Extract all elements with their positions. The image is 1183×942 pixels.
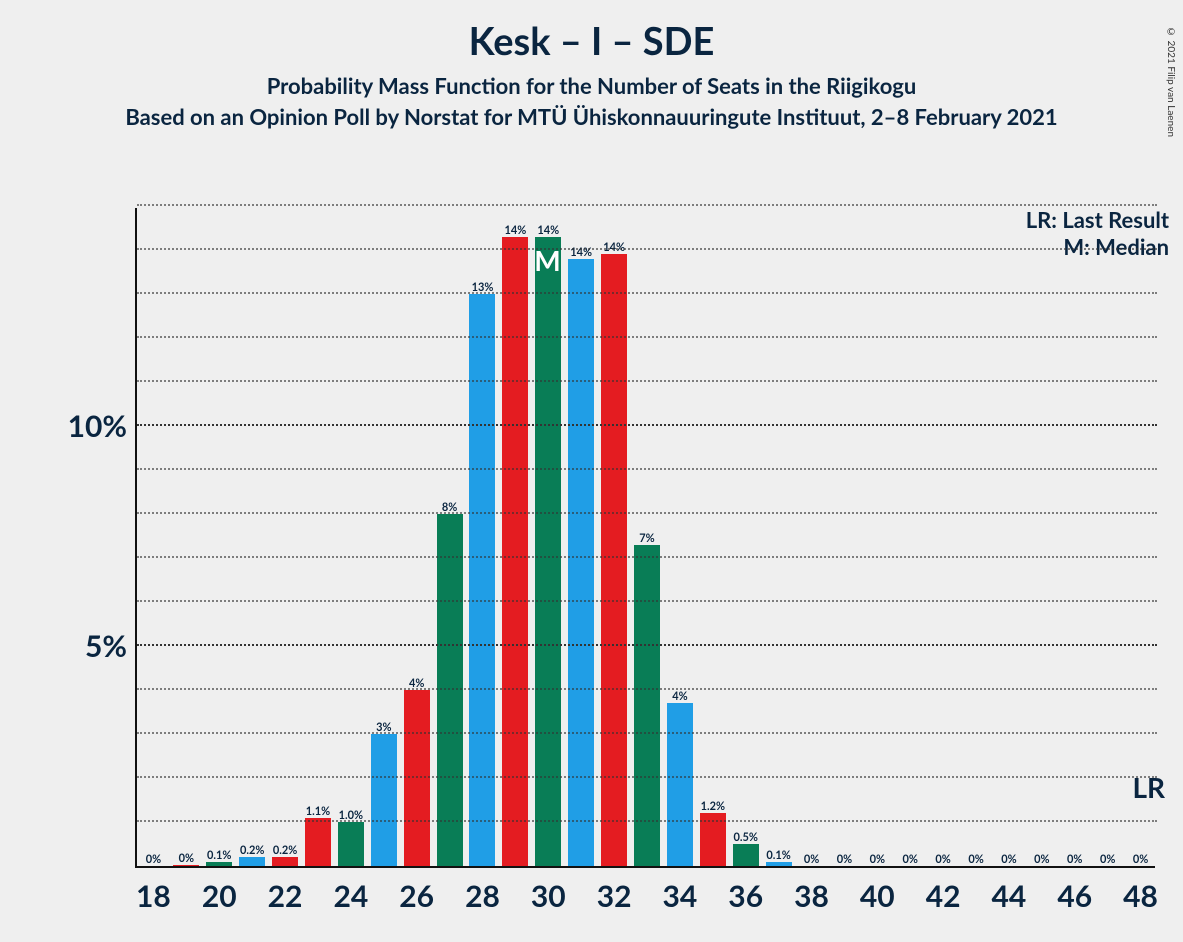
x-axis-label: 42 <box>926 878 961 914</box>
x-axis-label: 30 <box>531 878 566 914</box>
bar-value-label: 0.5% <box>734 831 758 844</box>
bar: 8% <box>437 514 463 866</box>
x-axis-label: 32 <box>597 878 632 914</box>
bar-value-label: 1.1% <box>306 805 330 818</box>
chart-title: Kesk – I – SDE <box>0 18 1183 64</box>
gridline-minor <box>137 204 1157 206</box>
x-axis-label: 20 <box>202 878 237 914</box>
bar: 0.2% <box>272 857 298 866</box>
bar-value-label: 0% <box>935 853 950 866</box>
bar: 1.1% <box>305 818 331 866</box>
bar-value-label: 0% <box>968 853 983 866</box>
x-axis-label: 48 <box>1123 878 1158 914</box>
bar: 0.5% <box>733 844 759 866</box>
bar: 0.2% <box>239 857 265 866</box>
gridline-minor <box>137 292 1157 294</box>
x-axis-label: 40 <box>860 878 895 914</box>
y-axis-label: 5% <box>52 628 127 664</box>
gridline-minor <box>137 820 1157 822</box>
gridline-minor <box>137 512 1157 514</box>
bar-value-label: 0% <box>1034 853 1049 866</box>
x-axis-label: 18 <box>136 878 171 914</box>
gridline-minor <box>137 688 1157 690</box>
plot-area: 0%0%0.1%0.2%0.2%1.1%1.0%3%4%8%13%14%14%M… <box>135 208 1155 868</box>
gridline-minor <box>137 380 1157 382</box>
bar: 14% <box>601 254 627 866</box>
x-axis-label: 36 <box>728 878 763 914</box>
gridline-minor <box>137 336 1157 338</box>
bar-value-label: 7% <box>639 532 654 545</box>
lr-marker: LR <box>1132 770 1165 804</box>
bar-value-label: 14% <box>504 224 526 237</box>
x-axis-label: 22 <box>268 878 303 914</box>
bar-value-label: 0% <box>837 853 852 866</box>
bar-value-label: 0% <box>804 853 819 866</box>
gridline-minor <box>137 468 1157 470</box>
y-axis-label: 10% <box>52 408 127 444</box>
gridline-major <box>137 644 1157 646</box>
gridline-major <box>137 424 1157 426</box>
bars-container: 0%0%0.1%0.2%0.2%1.1%1.0%3%4%8%13%14%14%M… <box>137 206 1157 866</box>
gridline-minor <box>137 556 1157 558</box>
bar-value-label: 0% <box>146 853 161 866</box>
bar-value-label: 0% <box>1100 853 1115 866</box>
bar-value-label: 0% <box>1001 853 1016 866</box>
x-axis-label: 34 <box>662 878 697 914</box>
bar: 1.0% <box>338 822 364 866</box>
bar: 0.1% <box>766 862 792 866</box>
bar: 14% <box>535 237 561 866</box>
gridline-minor <box>137 600 1157 602</box>
bar-value-label: 0% <box>1067 853 1082 866</box>
bar: 4% <box>404 690 430 866</box>
bar: 14% <box>568 259 594 866</box>
gridline-minor <box>137 732 1157 734</box>
bar-value-label: 0% <box>870 853 885 866</box>
x-axis-label: 38 <box>794 878 829 914</box>
x-axis-label: 28 <box>465 878 500 914</box>
gridline-minor <box>137 248 1157 250</box>
chart-subtitle: Probability Mass Function for the Number… <box>0 72 1183 99</box>
bar-value-label: 0% <box>1133 853 1148 866</box>
bar-value-label: 1.2% <box>701 800 725 813</box>
gridline-minor <box>137 776 1157 778</box>
x-axis-label: 44 <box>992 878 1027 914</box>
chart-area: 0%0%0.1%0.2%0.2%1.1%1.0%3%4%8%13%14%14%M… <box>135 208 1155 868</box>
bar-value-label: 4% <box>672 690 687 703</box>
bar: 4% <box>667 703 693 866</box>
bar-value-label: 0.2% <box>240 844 264 857</box>
copyright: © 2021 Filip van Laenen <box>1165 26 1177 137</box>
bar-value-label: 0.1% <box>207 849 231 862</box>
bar: 0% <box>173 865 199 866</box>
bar: 7% <box>634 545 660 866</box>
chart-subtitle2: Based on an Opinion Poll by Norstat for … <box>0 103 1183 130</box>
bar-value-label: 0.2% <box>273 844 297 857</box>
bar: 0.1% <box>206 862 232 866</box>
x-axis-label: 46 <box>1057 878 1092 914</box>
bar-value-label: 0% <box>903 853 918 866</box>
bar-value-label: 0% <box>179 852 194 865</box>
bar: 3% <box>371 734 397 866</box>
x-axis-label: 26 <box>399 878 434 914</box>
bar-value-label: 14% <box>537 224 559 237</box>
bar-value-label: 0.1% <box>766 849 790 862</box>
bar: 14% <box>502 237 528 866</box>
x-axis-label: 24 <box>333 878 368 914</box>
